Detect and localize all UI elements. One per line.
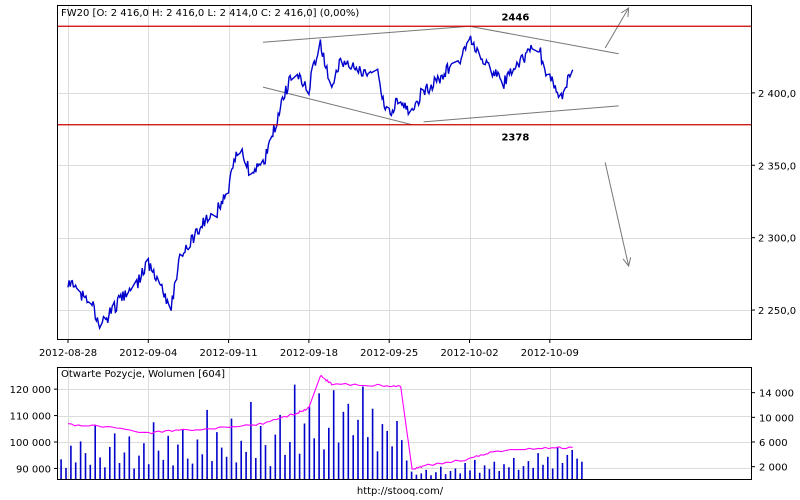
price-x-tick-label: 2012-08-28 — [39, 348, 97, 359]
price-x-tick-label: 2012-09-18 — [280, 348, 338, 359]
price-x-tick-label: 2012-09-04 — [119, 348, 177, 359]
open-interest-series — [67, 375, 573, 470]
breakout-up-arrow — [604, 7, 630, 49]
price-x-tick-label: 2012-10-02 — [440, 348, 498, 359]
price-gridlines — [58, 6, 751, 339]
open-interest-tick-label: 120 000 — [10, 385, 51, 396]
triangle-lower-line — [262, 86, 413, 126]
price-panel: 2446 2378 2 250,0 2 300,0 2 350,0 2 400,0 20… — [39, 5, 796, 359]
triangle-upper-line — [262, 25, 470, 43]
price-y-tick-label: 2 350,0 — [758, 161, 796, 172]
open-interest-tick-label: 100 000 — [10, 438, 51, 449]
volume-tick-label: 10 000 — [759, 413, 794, 424]
breakout-down-arrow — [604, 162, 630, 267]
volume-tick-labels: 2 000 6 000 10 000 14 000 — [751, 389, 794, 474]
open-interest-line — [67, 375, 573, 470]
price-y-tick-labels: 2 250,0 2 300,0 2 350,0 2 400,0 — [751, 89, 796, 317]
price-x-tick-label: 2012-09-11 — [200, 348, 258, 359]
triangle-lower-line — [423, 105, 619, 123]
volume-panel: 90 000 100 000 110 000 120 000 2 000 6 000 10… — [10, 367, 794, 480]
price-y-tick-label: 2 300,0 — [758, 234, 796, 245]
open-interest-tick-label: 110 000 — [10, 412, 51, 423]
source-url: http://stooq.com/ — [356, 486, 444, 497]
triangle-upper-line — [469, 25, 619, 55]
open-interest-tick-labels: 90 000 100 000 110 000 120 000 — [10, 385, 58, 475]
price-series — [67, 35, 574, 331]
volume-bars — [60, 384, 583, 479]
volume-tick-label: 14 000 — [759, 389, 794, 400]
price-plot-frame — [57, 5, 752, 340]
breakout-up-arrow-head — [620, 7, 630, 18]
volume-plot-frame — [57, 367, 752, 480]
price-y-tick-label: 2 250,0 — [758, 306, 796, 317]
price-y-tick-label: 2 400,0 — [758, 89, 796, 100]
volume-tick-label: 6 000 — [759, 438, 788, 449]
volume-gridlines — [58, 368, 751, 479]
price-x-tick-labels: 2012-08-28 2012-09-04 2012-09-11 2012-09-18… — [39, 339, 579, 359]
level-label: 2378 — [501, 133, 529, 144]
price-x-tick-label: 2012-10-09 — [521, 348, 579, 359]
level-label: 2446 — [501, 12, 529, 23]
price-line — [67, 35, 574, 331]
price-x-tick-label: 2012-09-25 — [360, 348, 418, 359]
breakout-down-arrow-head — [622, 257, 632, 268]
trendline-annotations — [262, 7, 632, 268]
volume-legend: Otwarte Pozycje, Wolumen [604] — [61, 369, 225, 380]
open-interest-tick-label: 90 000 — [16, 464, 51, 475]
price-legend: FW20 [O: 2 416,0 H: 2 416,0 L: 2 414,0 C… — [61, 8, 359, 19]
level-annotations: 2446 2378 — [58, 12, 751, 144]
volume-tick-label: 2 000 — [759, 463, 788, 474]
